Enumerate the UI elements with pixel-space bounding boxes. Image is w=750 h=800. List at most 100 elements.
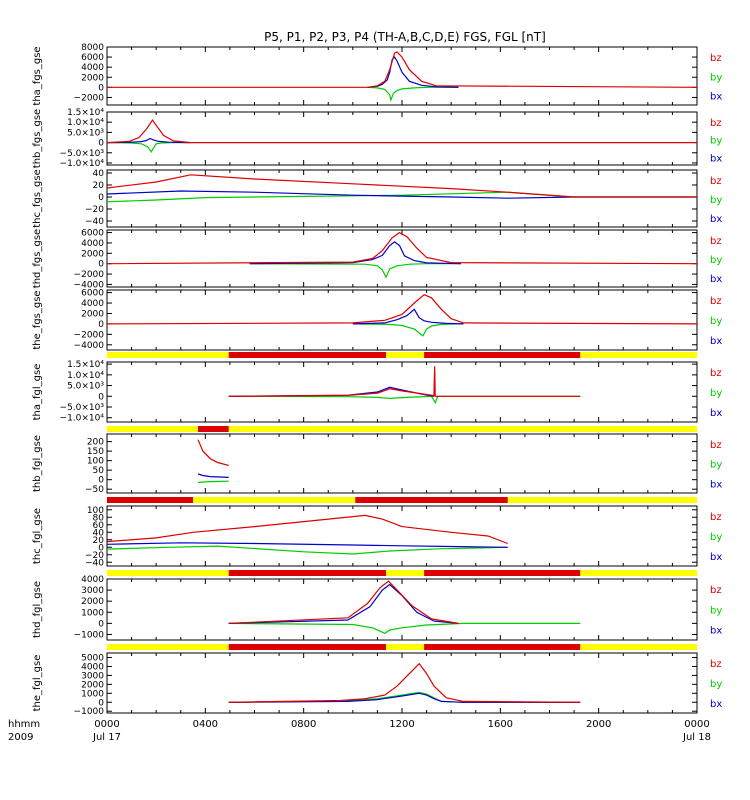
series-bx: [107, 137, 191, 144]
series-by: [197, 480, 229, 484]
panel-frame: [106, 361, 698, 423]
status-bar: [107, 426, 697, 432]
y-tick-label: 20: [93, 536, 105, 546]
x-tick-label: 0400: [193, 719, 218, 730]
legend-bz: bz: [710, 176, 722, 187]
y-tick-label: −20: [85, 205, 104, 215]
y-tick-label: 0: [98, 193, 104, 203]
panel-frame: [106, 652, 698, 714]
panel-frame: [106, 433, 698, 494]
y-tick-label: 40: [93, 528, 105, 538]
status-bar-segment: [228, 644, 387, 650]
series-bz: [107, 514, 508, 545]
y-axis-label: tha_fgl_gse: [32, 364, 43, 421]
legend-bz: bz: [710, 659, 722, 670]
y-tick-label: 4000: [81, 662, 104, 672]
series-bx: [197, 473, 229, 478]
series-bx: [228, 583, 459, 624]
y-tick-label: 60: [93, 521, 105, 531]
series-bx: [228, 692, 581, 703]
y-tick-label: 5.0×10³: [67, 128, 104, 138]
time-axis: hhmm 2009 Jul 17 Jul 18 0000 0400 0800 1200…: [8, 719, 711, 743]
y-tick-label: −40: [85, 558, 104, 568]
end-date-label: Jul 18: [682, 732, 711, 743]
y-tick-label: 100: [87, 506, 104, 516]
y-axis-label: thb_fgs_gse: [32, 109, 43, 168]
x-tick-label: 1200: [389, 719, 414, 730]
x-tick-label: 2000: [586, 719, 611, 730]
y-tick-label: −2000: [74, 330, 105, 340]
legend-by: by: [710, 255, 722, 266]
y-tick-label: 200: [87, 438, 104, 448]
legend-bx: bx: [710, 552, 722, 563]
legend-bz: bz: [710, 368, 722, 379]
y-tick-label: 100: [87, 457, 104, 467]
y-tick-label: 4000: [81, 575, 104, 585]
y-tick-label: 6000: [81, 289, 104, 299]
x-tick-label: 0800: [291, 719, 316, 730]
y-tick-label: 1.5×10⁴: [67, 360, 104, 370]
series-by: [249, 263, 461, 279]
status-bar-segment: [424, 352, 581, 358]
series-bx: [107, 190, 697, 199]
y-tick-label: −40: [85, 217, 104, 227]
series-by: [228, 691, 581, 703]
legend-bx: bx: [710, 479, 722, 490]
y-tick-label: −1.0×10⁴: [60, 414, 105, 424]
y-tick-label: 4000: [81, 63, 104, 73]
y-tick-label: −4000: [74, 341, 105, 351]
panel-frame: [106, 505, 698, 567]
y-tick-label: 6000: [81, 229, 104, 239]
legend-by: by: [710, 605, 722, 616]
y-tick-label: 2000: [81, 680, 104, 690]
y-tick-label: −2000: [74, 93, 105, 103]
legend-by: by: [710, 532, 722, 543]
series-by: [352, 323, 464, 337]
legend-by: by: [710, 72, 722, 83]
y-tick-label: 5.0×10³: [67, 382, 104, 392]
status-bar-segment: [228, 570, 387, 576]
panel-frame: [106, 578, 698, 641]
series-by: [228, 395, 581, 405]
status-bar: [107, 352, 697, 358]
y-tick-label: 0: [98, 543, 104, 553]
series-bz: [107, 119, 697, 144]
x-tick-label: 1600: [488, 719, 513, 730]
status-bar-segment: [355, 497, 508, 503]
y-tick-label: 4000: [81, 299, 104, 309]
y-tick-label: 0: [98, 476, 104, 486]
y-axis-label: thc_fgl_gse: [32, 508, 43, 564]
legend-bx: bx: [710, 699, 722, 710]
panel-frame: [106, 289, 698, 351]
y-tick-label: −50: [85, 485, 104, 495]
y-axis-label: tha_fgs_gse: [32, 46, 43, 105]
corner-label-year: 2009: [8, 732, 33, 743]
legend-bx: bx: [710, 92, 722, 103]
y-tick-label: 20: [93, 181, 105, 191]
series-by: [367, 86, 459, 103]
y-tick-label: −1000: [74, 630, 105, 640]
status-bar-segment: [228, 352, 387, 358]
series-by: [228, 622, 581, 634]
legend-by: by: [710, 679, 722, 690]
status-bar-segment: [107, 497, 194, 503]
legend-bz: bz: [710, 585, 722, 596]
y-tick-label: 0: [98, 260, 104, 270]
legend-bz: bz: [710, 512, 722, 523]
y-tick-label: 6000: [81, 53, 104, 63]
y-tick-label: −1.0×10⁴: [60, 159, 105, 169]
status-bar-segment: [424, 644, 581, 650]
panel-thc_fgs_gse: 40 20 0 −20 −40 thc_fgs_gse bz by bx: [32, 169, 722, 228]
panel-frame: [106, 46, 698, 106]
corner-label-hhmm: hhmm: [8, 719, 40, 730]
y-axis-label: thd_fgs_gse: [32, 229, 43, 288]
status-bar: [107, 570, 697, 576]
x-tick-label: 0000: [684, 719, 709, 730]
